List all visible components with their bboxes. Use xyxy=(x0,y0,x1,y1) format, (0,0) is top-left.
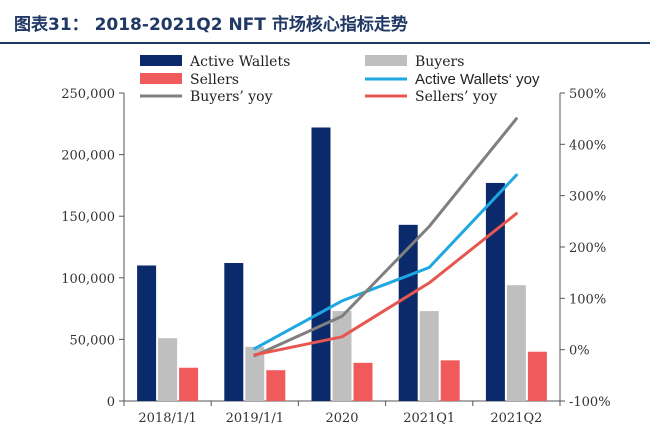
bar-active-wallets xyxy=(311,127,331,401)
bar-sellers xyxy=(179,367,199,401)
right-y-tick-label: 100% xyxy=(569,292,606,307)
x-tick-label: 2021Q1 xyxy=(403,411,455,426)
bar-buyers xyxy=(332,311,352,401)
left-y-tick-label: 150,000 xyxy=(61,210,115,225)
legend-label: Sellers xyxy=(190,72,239,88)
right-y-tick-label: 400% xyxy=(569,138,606,153)
x-tick-label: 2021Q2 xyxy=(490,411,542,426)
chart-title-bar: 图表31： 2018-2021Q2 NFT 市场核心指标走势 xyxy=(0,0,650,44)
line-buyers-yoy xyxy=(253,117,518,358)
left-y-tick-label: 50,000 xyxy=(70,333,116,348)
bar-buyers xyxy=(419,311,439,401)
bar-sellers xyxy=(353,362,373,401)
legend-label: Buyers’ yoy xyxy=(190,89,273,105)
left-y-tick-label: 0 xyxy=(107,395,115,410)
x-tick-label: 2020 xyxy=(325,411,358,426)
right-y-tick-label: -100% xyxy=(569,395,611,410)
legend-label: Buyers xyxy=(415,54,464,70)
legend-label: Active Wallets xyxy=(189,54,290,70)
right-y-tick-label: 200% xyxy=(569,241,606,256)
bar-active-wallets xyxy=(485,182,505,401)
x-tick-label: 2018/1/1 xyxy=(138,411,196,426)
bar-sellers xyxy=(527,351,547,401)
right-y-tick-label: 300% xyxy=(569,190,606,205)
legend-label: Active Wallets‘ yoy xyxy=(415,71,540,88)
line-active-wallets-yoy xyxy=(253,173,518,351)
left-y-tick-label: 100,000 xyxy=(61,272,115,287)
bar-active-wallets xyxy=(398,224,418,401)
legend-swatch xyxy=(365,55,407,66)
bar-buyers xyxy=(506,285,526,401)
chart-axes: 0 50,000 100,000 150,000 200,000 250,000 -100%… xyxy=(61,87,610,426)
right-y-tick-label: 500% xyxy=(569,87,606,102)
left-y-tick-label: 200,000 xyxy=(61,149,115,164)
x-tick-label: 2019/1/1 xyxy=(226,411,284,426)
title-underline xyxy=(0,42,650,44)
bar-buyers xyxy=(158,338,178,401)
legend-swatch xyxy=(140,73,182,84)
legend-label: Sellers’ yoy xyxy=(415,89,497,105)
chart-legend: Active Wallets Buyers Sellers Active Wallet… xyxy=(140,54,540,105)
legend-swatch xyxy=(140,55,182,66)
chart-title: 图表31： 2018-2021Q2 NFT 市场核心指标走势 xyxy=(14,15,408,35)
line-sellers-yoy xyxy=(253,212,518,357)
left-y-tick-label: 250,000 xyxy=(61,87,115,102)
bar-sellers xyxy=(440,360,460,401)
line-series-group xyxy=(253,117,518,358)
right-y-tick-label: 0% xyxy=(569,344,590,359)
bar-active-wallets xyxy=(224,263,244,401)
bar-sellers xyxy=(266,370,286,401)
bar-buyers xyxy=(245,346,265,401)
bar-series-group xyxy=(137,127,547,401)
bar-active-wallets xyxy=(137,265,157,401)
